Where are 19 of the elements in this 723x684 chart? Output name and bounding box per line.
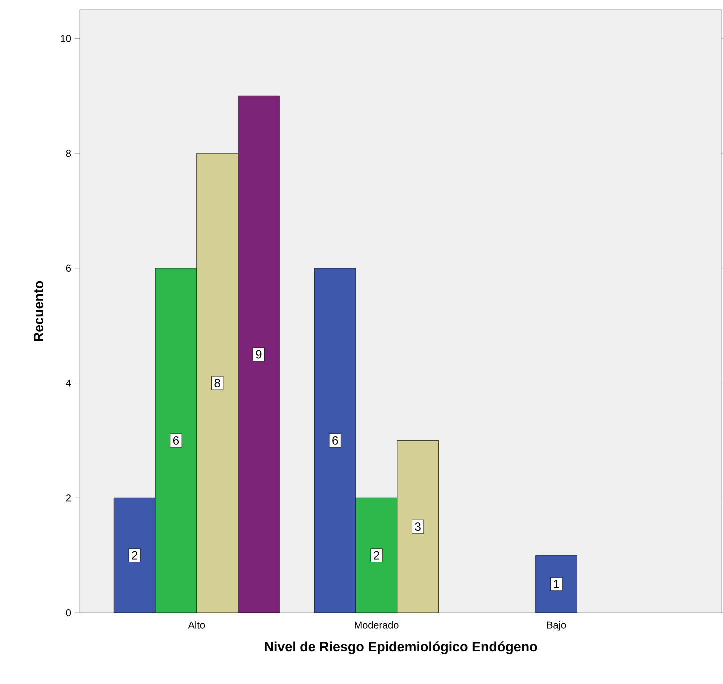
data-label: 1 — [554, 580, 560, 588]
data-label: 3 — [415, 522, 421, 532]
y-tick-label: 4 — [66, 380, 72, 387]
x-tick-label: Bajo — [547, 622, 566, 631]
data-label: 6 — [332, 436, 338, 445]
x-tick-label: Moderado — [355, 622, 399, 629]
y-axis-title: Recuento — [34, 281, 44, 342]
y-tick-label: 6 — [66, 264, 72, 272]
y-tick-label: 8 — [66, 150, 72, 158]
y-tick-label: 0 — [66, 609, 72, 617]
data-label: 6 — [173, 436, 180, 445]
data-label: 9 — [256, 350, 262, 359]
data-label: 8 — [214, 379, 220, 388]
data-label: 2 — [374, 551, 380, 560]
data-label: 2 — [132, 551, 138, 560]
x-tick-label: Alto — [188, 622, 206, 629]
y-tick-label: 2 — [66, 494, 71, 502]
x-axis-title: Nivel de Riesgo Epidemiológico Endógeno — [265, 642, 538, 654]
y-tick-label: 10 — [61, 35, 72, 42]
